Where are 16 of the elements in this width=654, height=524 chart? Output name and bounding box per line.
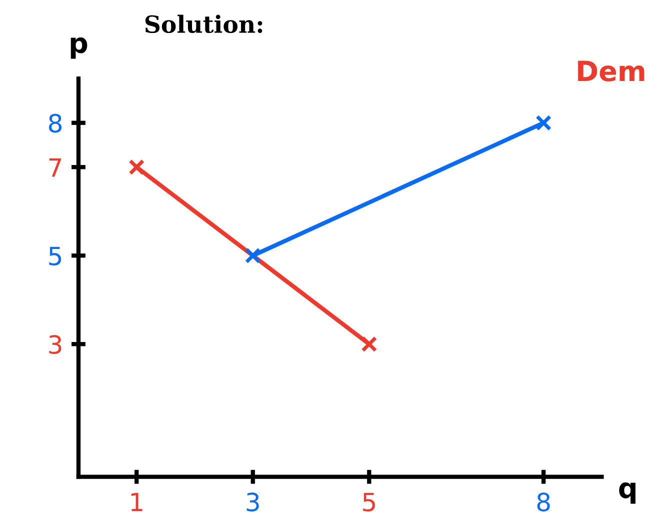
- annotation: Dem: [578, 60, 644, 82]
- y-tick-label: 8: [48, 114, 62, 133]
- point: [128, 159, 145, 176]
- y-tick-label: 5: [49, 246, 62, 266]
- x-axis-title: q: [619, 482, 636, 504]
- chart-title: Solution:: [145, 14, 262, 34]
- point: [244, 248, 261, 264]
- point: [361, 336, 378, 352]
- y-tick-label: 3: [49, 335, 62, 354]
- y-axis-title: p: [70, 37, 88, 59]
- x-tick-label: 3: [246, 492, 259, 512]
- x-tick-label: 5: [363, 492, 375, 512]
- point: [536, 114, 552, 131]
- x-tick-label: 8: [537, 492, 550, 512]
- y-tick-label: 7: [49, 158, 62, 177]
- x-tick-label: 1: [131, 492, 142, 512]
